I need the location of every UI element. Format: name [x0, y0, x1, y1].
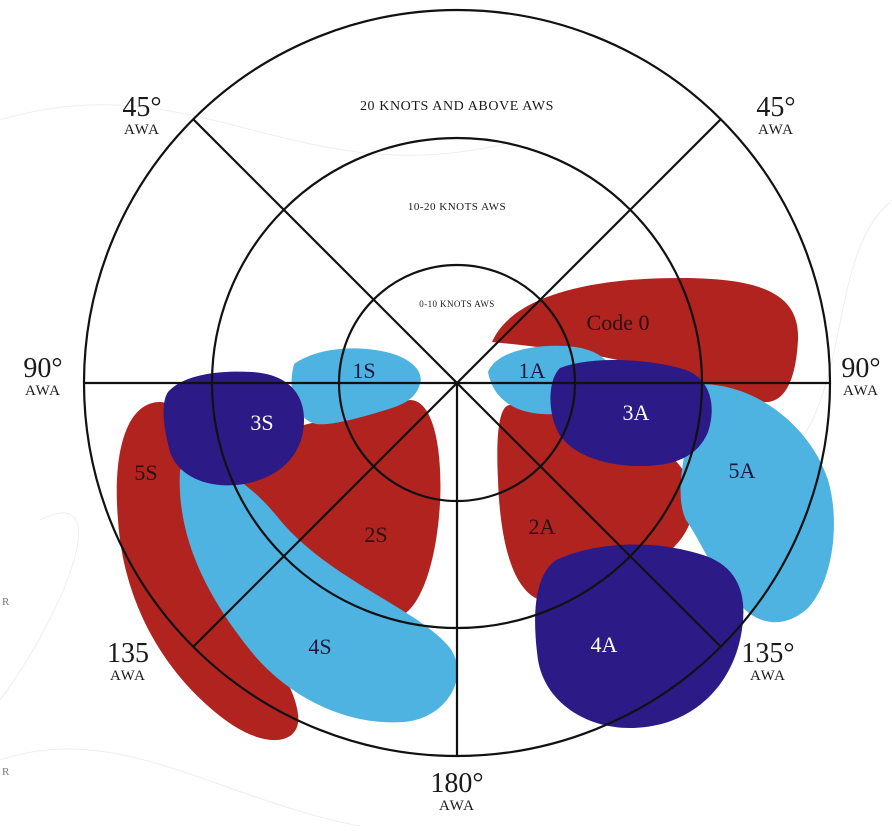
ring-labels: 20 KNOTS AND ABOVE AWS 10-20 KNOTS AWS 0… [360, 99, 554, 309]
angle-deg: 135 [107, 638, 149, 669]
label-2a: 2A [529, 514, 556, 539]
zone-3a [550, 359, 712, 466]
angle-deg: 135° [741, 638, 795, 669]
angle-unit: AWA [124, 122, 160, 138]
angle-deg: 45° [122, 92, 162, 123]
angle-unit: AWA [758, 122, 794, 138]
angle-deg: 90° [23, 353, 63, 384]
label-3a: 3A [623, 400, 650, 425]
label-2s: 2S [364, 522, 387, 547]
label-4a: 4A [591, 632, 618, 657]
angle-unit: AWA [843, 383, 879, 399]
label-code0: Code 0 [587, 310, 650, 335]
angle-label-bottom-left: 135 AWA [98, 638, 158, 685]
angle-deg: 90° [841, 353, 881, 384]
polar-grid [82, 8, 832, 758]
margin-mark: R [2, 766, 10, 778]
angle-unit: AWA [25, 383, 61, 399]
angle-label-right: 90° AWA [832, 353, 890, 400]
label-5s: 5S [134, 460, 157, 485]
zone-4a [535, 544, 744, 729]
label-3s: 3S [250, 410, 273, 435]
angle-label-left: 90° AWA [14, 353, 72, 400]
angle-label-top-left: 45° AWA [112, 92, 172, 139]
angle-deg: 180° [430, 768, 484, 799]
label-4s: 4S [308, 634, 331, 659]
label-1a: 1A [519, 358, 546, 383]
zone-3s [163, 371, 304, 486]
angle-deg: 45° [756, 92, 796, 123]
angle-unit: AWA [750, 668, 786, 684]
label-1s: 1S [352, 358, 375, 383]
axis-45-135-b [192, 118, 722, 648]
zone-1s [291, 348, 421, 425]
angle-unit: AWA [110, 668, 146, 684]
angle-label-top-right: 45° AWA [746, 92, 806, 139]
zone-code0 [492, 278, 799, 403]
ring-label-outer: 20 KNOTS AND ABOVE AWS [360, 99, 554, 114]
zone-4s [179, 464, 458, 723]
label-5a: 5A [729, 458, 756, 483]
ring-label-middle: 10-20 KNOTS AWS [408, 201, 506, 213]
angle-label-bottom: 180° AWA [420, 768, 494, 815]
zone-labels: Code 0 1S 1A 3S 3A 5S 5A 2S 2A 4S 4A [134, 310, 755, 659]
margin-mark: R [2, 596, 10, 608]
ring-label-inner: 0-10 KNOTS AWS [419, 299, 494, 309]
angle-unit: AWA [439, 798, 475, 814]
angle-label-bottom-right: 135° AWA [736, 638, 800, 685]
background-texture [0, 104, 892, 827]
